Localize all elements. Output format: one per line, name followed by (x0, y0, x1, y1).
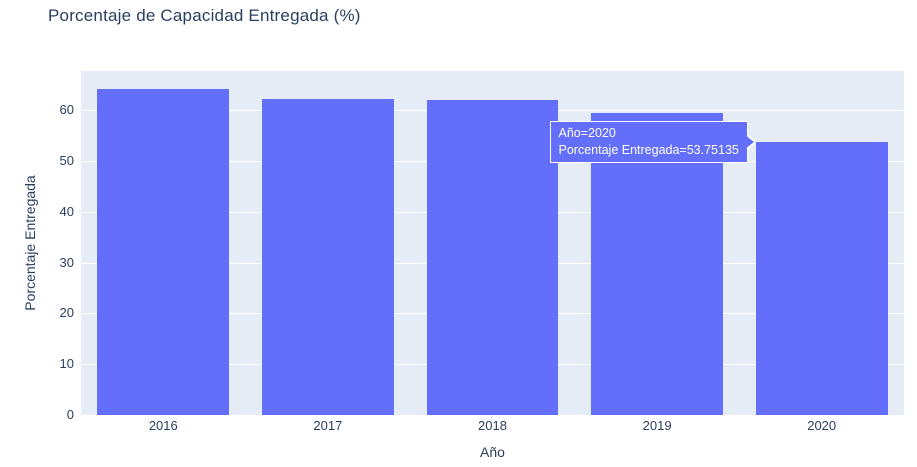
x-tick-label: 2016 (148, 418, 178, 433)
bar-2020[interactable] (755, 141, 888, 415)
x-tick-label: 2020 (807, 418, 837, 433)
tooltip-caret-icon (744, 134, 754, 149)
plot-area[interactable] (81, 71, 904, 416)
x-tick-label: 2019 (642, 418, 672, 433)
y-tick-label: 20 (59, 305, 74, 321)
bar-2017[interactable] (262, 99, 394, 415)
x-axis-title: Año (480, 444, 505, 460)
y-tick-label: 60 (59, 102, 74, 118)
x-tick-label: 2017 (313, 418, 343, 433)
chart-title: Porcentaje de Capacidad Entregada (%) (48, 6, 361, 25)
tooltip-line-value: Porcentaje Entregada=53.75135 (558, 142, 739, 157)
bar-2018[interactable] (426, 99, 559, 415)
y-tick-label: 40 (59, 203, 74, 219)
tooltip-line-year: Año=2020 (558, 125, 616, 140)
y-axis-title: Porcentaje Entregada (22, 175, 38, 311)
bar-2016[interactable] (97, 88, 230, 415)
x-tick-label: 2018 (478, 418, 507, 433)
y-tick-label: 0 (66, 407, 74, 422)
y-tick-label: 30 (59, 254, 74, 270)
y-tick-label: 50 (59, 152, 74, 168)
hover-tooltip: Año=2020 Porcentaje Entregada=53.75135 (549, 120, 756, 163)
bar-2019[interactable] (591, 113, 723, 415)
y-tick-label: 10 (59, 356, 74, 372)
gridline (81, 415, 904, 416)
